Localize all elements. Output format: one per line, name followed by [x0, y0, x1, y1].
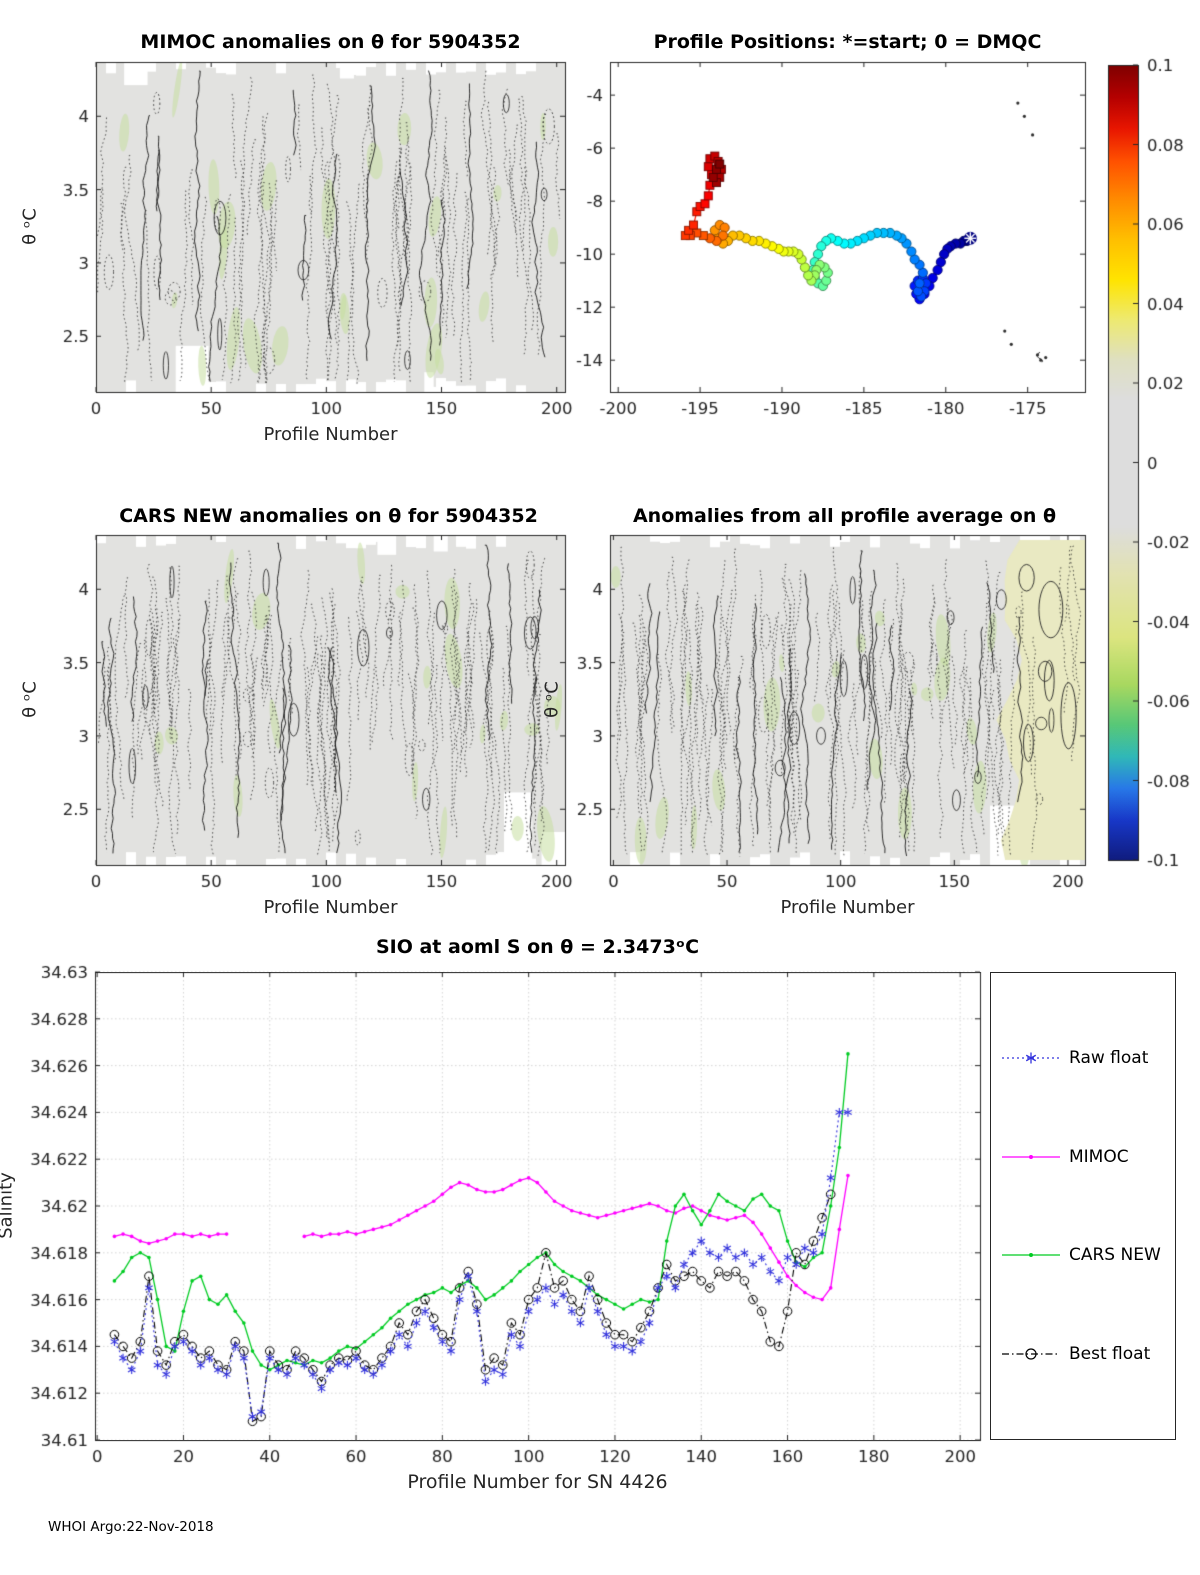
- legend-item-best-float: Best float: [991, 1341, 1175, 1367]
- cars-plot-title: CARS NEW anomalies on θ for 5904352: [119, 505, 538, 527]
- positions-plot-title: Profile Positions: *=start; 0 = DMQC: [653, 31, 1042, 53]
- legend-label-best-float: Best float: [1069, 1343, 1151, 1364]
- legend-label-raw-float: Raw float: [1069, 1048, 1149, 1069]
- mimoc-xlabel: Profile Number: [263, 424, 398, 445]
- salinity-xlabel: Profile Number for SN 4426: [407, 1471, 668, 1493]
- legend-box: Raw float MIMOC CARS NEW Best float: [990, 972, 1176, 1440]
- cars-xlabel: Profile Number: [263, 897, 398, 918]
- mimoc-ylabel: θ ᵒC: [19, 208, 41, 245]
- legend-item-mimoc: MIMOC: [991, 1144, 1175, 1170]
- allprofile-plot-title: Anomalies from all profile average on θ: [632, 505, 1057, 527]
- allprofile-ylabel: θ ᵒC: [541, 681, 563, 718]
- mimoc-plot-title: MIMOC anomalies on θ for 5904352: [140, 31, 521, 53]
- cars-new-line-icon: [1002, 1253, 1060, 1258]
- legend-item-raw-float: Raw float: [991, 1045, 1175, 1071]
- salinity-ylabel: Salinity: [0, 1172, 17, 1239]
- footer-datestamp: WHOI Argo:22-Nov-2018: [48, 1519, 214, 1535]
- legend-label-cars-new: CARS NEW: [1069, 1245, 1161, 1266]
- raw-float-marker-icon: [1002, 1052, 1060, 1064]
- cars-ylabel: θ ᵒC: [19, 681, 41, 718]
- allprofile-xlabel: Profile Number: [780, 897, 915, 918]
- mimoc-line-icon: [1002, 1154, 1060, 1159]
- legend-item-cars-new: CARS NEW: [991, 1242, 1175, 1268]
- salinity-plot-title: SIO at aoml S on θ = 2.3473ᵒC: [375, 936, 700, 958]
- best-float-marker-icon: [1002, 1347, 1060, 1360]
- legend-label-mimoc: MIMOC: [1069, 1146, 1129, 1167]
